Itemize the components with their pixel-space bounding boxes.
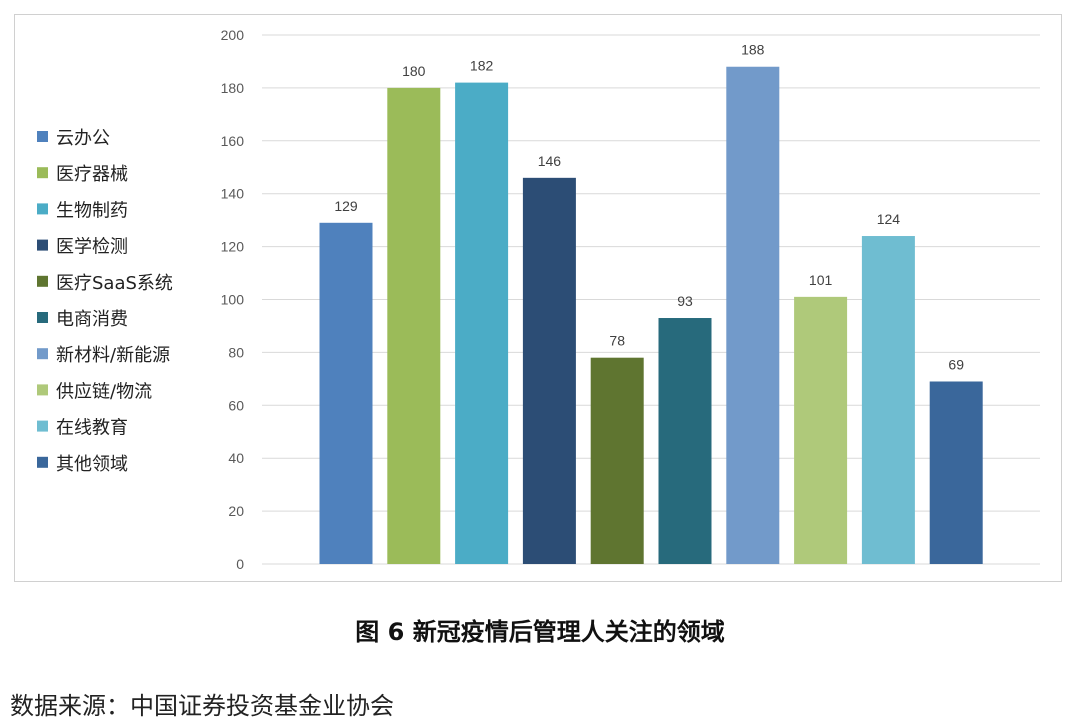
- y-tick-label: 80: [228, 344, 244, 360]
- y-tick-label: 40: [228, 450, 244, 466]
- y-tick-label: 200: [221, 27, 245, 43]
- y-tick-label: 0: [236, 556, 244, 572]
- data-label: 129: [334, 198, 358, 214]
- legend-label: 生物制药: [56, 200, 128, 221]
- y-tick-label: 120: [221, 239, 245, 255]
- bar: [522, 177, 576, 564]
- data-label: 78: [609, 333, 625, 349]
- bar: [794, 296, 848, 564]
- bars: [319, 66, 983, 565]
- legend-swatch: [37, 167, 48, 179]
- legend-label: 电商消费: [56, 309, 128, 330]
- y-tick-label: 20: [228, 503, 244, 519]
- legend-label: 云办公: [56, 128, 110, 149]
- legend-label: 其他领域: [56, 454, 128, 475]
- legend-swatch: [37, 420, 48, 432]
- legend-label: 医学检测: [56, 237, 128, 258]
- y-tick-label: 180: [221, 80, 245, 96]
- data-label: 69: [948, 356, 964, 372]
- legend-swatch: [37, 384, 48, 396]
- legend-swatch: [37, 456, 48, 468]
- y-axis-tick-labels: 0 20 40 60 80 100 120 140 160 180 200: [221, 27, 245, 572]
- bar: [590, 357, 644, 564]
- data-label: 124: [877, 211, 901, 227]
- legend-swatch: [37, 275, 48, 287]
- bar-chart: 0 20 40 60 80 100 120 140 160 180 200 129 180 182 146…: [37, 27, 1040, 572]
- data-labels: 129 180 182 146 78 93 188 101 124 69: [334, 42, 964, 373]
- data-label: 182: [470, 58, 494, 74]
- legend-label: 在线教育: [56, 418, 128, 439]
- data-label: 101: [809, 272, 833, 288]
- bar: [726, 66, 780, 565]
- figure-caption: 图 6 新冠疫情后管理人关注的领域: [355, 618, 725, 646]
- y-tick-label: 60: [228, 397, 244, 413]
- legend-label: 医疗SaaS系统: [56, 273, 173, 294]
- legend-swatch: [37, 203, 48, 215]
- bar: [658, 318, 712, 564]
- y-tick-label: 160: [221, 133, 245, 149]
- data-label: 146: [538, 153, 562, 169]
- legend-label: 医疗器械: [56, 164, 128, 185]
- gridlines: [262, 34, 1040, 565]
- data-source-note: 数据来源：中国证券投资基金业协会: [10, 692, 394, 720]
- legend-swatch: [37, 131, 48, 142]
- legend-swatch: [37, 239, 48, 251]
- bar: [387, 87, 441, 565]
- legend-label: 供应链/物流: [56, 381, 152, 402]
- legend-swatch: [37, 348, 48, 360]
- legend: 云办公医疗器械生物制药医学检测医疗SaaS系统电商消费新材料/新能源供应链/物流…: [37, 128, 173, 475]
- y-tick-label: 140: [221, 186, 245, 202]
- data-label: 93: [677, 293, 693, 309]
- bar: [455, 82, 509, 565]
- data-label: 180: [402, 63, 426, 79]
- legend-label: 新材料/新能源: [56, 345, 170, 366]
- y-tick-label: 100: [221, 292, 245, 308]
- bar: [929, 381, 983, 564]
- bar: [319, 222, 373, 565]
- bar: [861, 236, 915, 564]
- legend-swatch: [37, 312, 48, 323]
- data-label: 188: [741, 42, 765, 58]
